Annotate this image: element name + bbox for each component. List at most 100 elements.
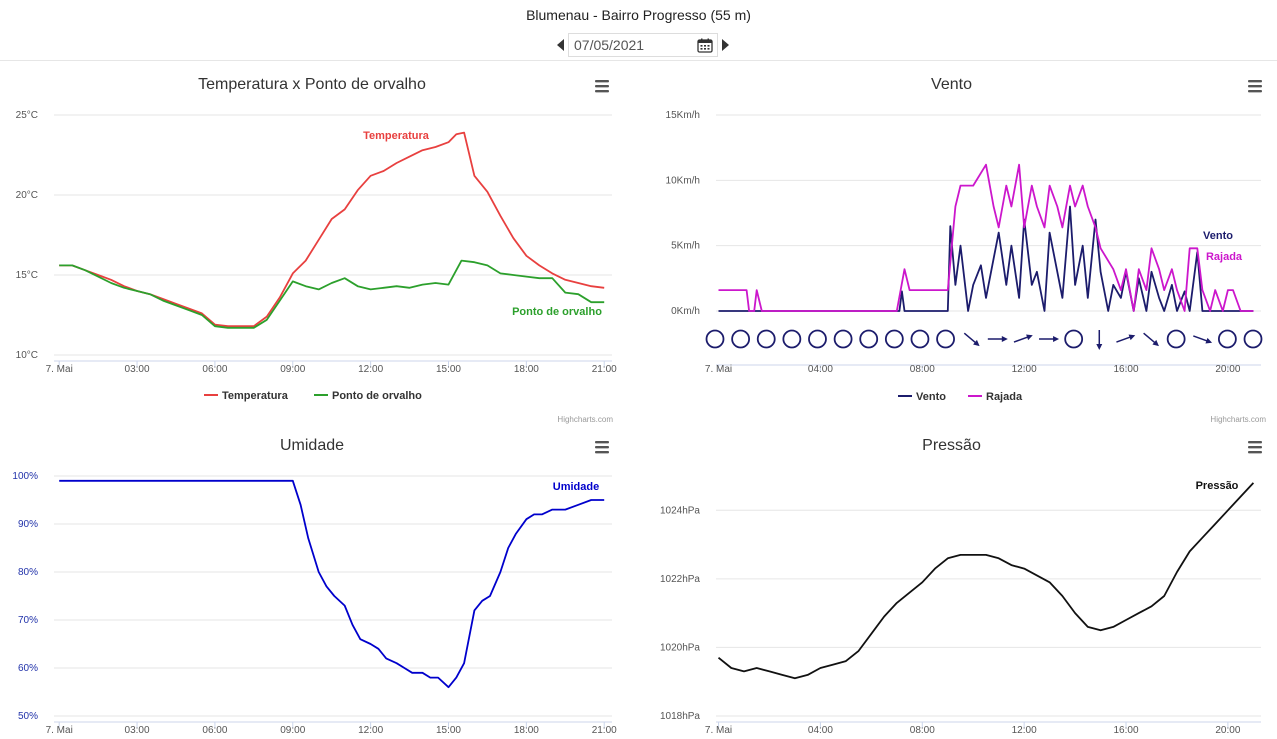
calendar-icon[interactable] [697, 37, 713, 53]
credits-link[interactable]: Highcharts.com [1210, 415, 1266, 424]
chart-title: Umidade [280, 437, 344, 454]
y-tick-label: 10°C [16, 350, 38, 361]
header-divider [0, 60, 1277, 61]
series-line-rajada [718, 163, 1254, 312]
wind-calm-marker [936, 329, 955, 349]
wind-calm-marker [1243, 329, 1263, 349]
next-day-icon[interactable] [720, 38, 730, 52]
legend-item-ponto-de-orvalho[interactable]: Ponto de orvalho [314, 390, 422, 402]
y-tick-label: 1018hPa [660, 711, 700, 722]
y-tick-label: 25°C [16, 110, 38, 121]
x-tick-label: 15:00 [436, 725, 461, 736]
wind-direction-arrow [1143, 332, 1159, 347]
y-tick-label: 70% [18, 615, 38, 626]
x-tick-label: 16:00 [1114, 725, 1139, 736]
date-input[interactable]: 07/05/2021 [568, 33, 718, 57]
chart-svg: Pressão 1018hPa 1020hPa 1022hPa 1024hPa 7. Ma… [660, 437, 1262, 736]
y-tick-label: 60% [18, 663, 38, 674]
wind-calm-marker [1217, 329, 1237, 349]
wind-direction-arrow [1116, 334, 1136, 343]
y-tick-label: 1022hPa [660, 574, 700, 585]
x-tick-label: 12:00 [358, 364, 383, 375]
x-tick-label: 08:00 [910, 725, 935, 736]
wind-calm-marker [1064, 329, 1084, 349]
x-tick-label: 18:00 [514, 725, 539, 736]
menu-icon[interactable] [595, 80, 609, 93]
x-tick-label: 20:00 [1215, 364, 1240, 375]
wind-calm-marker [756, 329, 776, 349]
chart-svg: Temperatura x Ponto de orvalho 10°C 15°C 20… [16, 76, 618, 424]
chart-title: Temperatura x Ponto de orvalho [198, 76, 426, 93]
y-tick-label: 10Km/h [666, 175, 700, 186]
pressure-chart: Pressão 1018hPa 1020hPa 1022hPa 1024hPa 7. Ma… [626, 426, 1277, 739]
station-title: Blumenau - Bairro Progresso (55 m) [526, 7, 751, 23]
humidity-chart: Umidade 50% 60% 70% 80% 90% 100% 7. Mai 03:00 06:… [0, 426, 624, 739]
temperature-chart: Temperatura x Ponto de orvalho 10°C 15°C 20… [0, 61, 624, 426]
data-label-temperatura: Temperatura [363, 130, 430, 142]
x-tick-label: 12:00 [1012, 364, 1037, 375]
wind-calm-marker [731, 329, 751, 349]
data-label-rajada: Rajada [1206, 251, 1243, 263]
wind-direction-arrow [1096, 330, 1103, 350]
legend-item-rajada[interactable]: Rajada [968, 391, 1023, 403]
wind-direction-arrow [963, 332, 980, 347]
legend-label: Rajada [986, 391, 1023, 403]
chart-svg: Umidade 50% 60% 70% 80% 90% 100% 7. Mai 03:00 06:… [12, 437, 617, 736]
menu-icon[interactable] [1248, 80, 1262, 93]
y-tick-label: 1024hPa [660, 505, 700, 516]
x-tick-label: 09:00 [280, 725, 305, 736]
series-line-ponto-de-orvalho [59, 259, 605, 329]
x-tick-label: 18:00 [514, 364, 539, 375]
wind-calm-marker [705, 329, 725, 349]
y-tick-label: 0Km/h [671, 306, 700, 317]
wind-calm-marker [1166, 329, 1186, 349]
credits-link[interactable]: Highcharts.com [557, 415, 613, 424]
prev-day-icon[interactable] [556, 38, 566, 52]
x-tick-label: 7. Mai [46, 364, 73, 375]
data-label-umidade: Umidade [553, 481, 599, 493]
x-tick-label: 21:00 [592, 725, 617, 736]
x-tick-label: 08:00 [910, 364, 935, 375]
x-tick-label: 04:00 [808, 364, 833, 375]
y-tick-label: 50% [18, 711, 38, 722]
y-tick-label: 5Km/h [671, 241, 700, 252]
chart-title: Vento [931, 76, 972, 93]
y-tick-label: 100% [12, 471, 38, 482]
y-tick-label: 15°C [16, 270, 38, 281]
x-tick-label: 03:00 [125, 725, 150, 736]
legend-item-vento[interactable]: Vento [898, 391, 946, 403]
wind-calm-marker [859, 329, 879, 349]
x-tick-label: 15:00 [436, 364, 461, 375]
y-tick-label: 80% [18, 567, 38, 578]
wind-direction-arrow [987, 336, 1008, 342]
wind-chart: Vento 0Km/h 5Km/h 10Km/h 15Km/h 7. Mai 04:00 08… [626, 61, 1277, 426]
x-tick-label: 04:00 [808, 725, 833, 736]
y-tick-label: 90% [18, 519, 38, 530]
legend-label: Vento [916, 391, 946, 403]
x-tick-label: 20:00 [1215, 725, 1240, 736]
x-tick-label: 12:00 [358, 725, 383, 736]
series-line-vento [718, 205, 1254, 312]
x-tick-label: 7. Mai [705, 364, 732, 375]
data-label-pressao: Pressão [1196, 480, 1239, 492]
date-input-value: 07/05/2021 [574, 37, 645, 53]
legend-item-temperatura[interactable]: Temperatura [204, 390, 289, 402]
menu-icon[interactable] [595, 441, 609, 454]
y-tick-label: 1020hPa [660, 642, 700, 653]
wind-calm-marker [884, 329, 904, 349]
chart-svg: Vento 0Km/h 5Km/h 10Km/h 15Km/h 7. Mai 04:00 08… [666, 76, 1267, 424]
y-tick-label: 20°C [16, 190, 38, 201]
wind-calm-marker [782, 329, 802, 349]
legend-label: Temperatura [222, 390, 289, 402]
x-tick-label: 03:00 [125, 364, 150, 375]
wind-direction-arrow [1013, 334, 1033, 343]
legend-label: Ponto de orvalho [332, 390, 422, 402]
x-tick-label: 7. Mai [705, 725, 732, 736]
data-label-ponto-de-orvalho: Ponto de orvalho [512, 306, 602, 318]
wind-calm-marker [808, 329, 827, 349]
y-tick-label: 15Km/h [666, 110, 700, 121]
menu-icon[interactable] [1248, 441, 1262, 454]
x-tick-label: 09:00 [280, 364, 305, 375]
chart-title: Pressão [922, 437, 981, 454]
series-line-temperatura [59, 131, 605, 328]
